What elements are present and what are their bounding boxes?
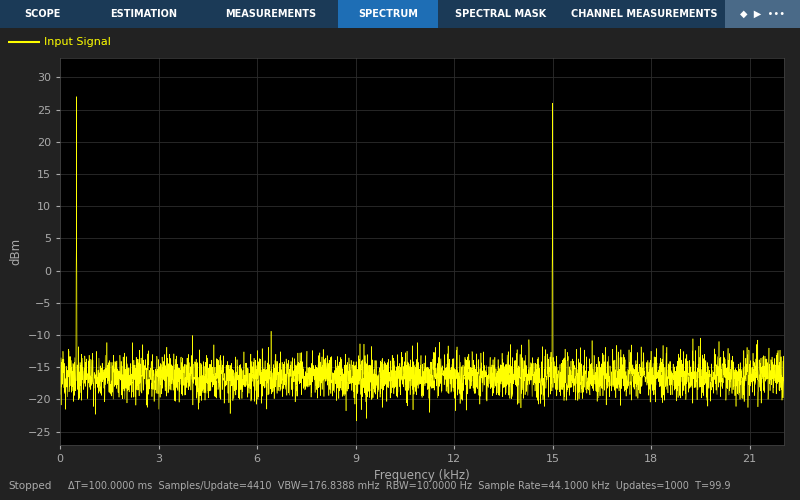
FancyBboxPatch shape [438, 0, 563, 28]
X-axis label: Frequency (kHz): Frequency (kHz) [374, 469, 470, 482]
FancyBboxPatch shape [203, 0, 338, 28]
Text: SCOPE: SCOPE [24, 9, 61, 19]
FancyBboxPatch shape [0, 0, 85, 28]
Text: CHANNEL MEASUREMENTS: CHANNEL MEASUREMENTS [570, 9, 718, 19]
Text: Input Signal: Input Signal [44, 37, 111, 47]
FancyBboxPatch shape [85, 0, 203, 28]
Text: Stopped: Stopped [8, 481, 51, 491]
Text: SPECTRUM: SPECTRUM [358, 9, 418, 19]
Text: ΔT=100.0000 ms  Samples/Update=4410  VBW=176.8388 mHz  RBW=10.0000 Hz  Sample Ra: ΔT=100.0000 ms Samples/Update=4410 VBW=1… [68, 481, 730, 491]
FancyBboxPatch shape [563, 0, 725, 28]
Text: ◆  ▶  •••: ◆ ▶ ••• [740, 9, 785, 19]
Text: SPECTRAL MASK: SPECTRAL MASK [455, 9, 546, 19]
FancyBboxPatch shape [725, 0, 800, 28]
FancyBboxPatch shape [338, 0, 438, 28]
Text: ESTIMATION: ESTIMATION [110, 9, 178, 19]
Text: MEASUREMENTS: MEASUREMENTS [225, 9, 316, 19]
Y-axis label: dBm: dBm [9, 238, 22, 265]
